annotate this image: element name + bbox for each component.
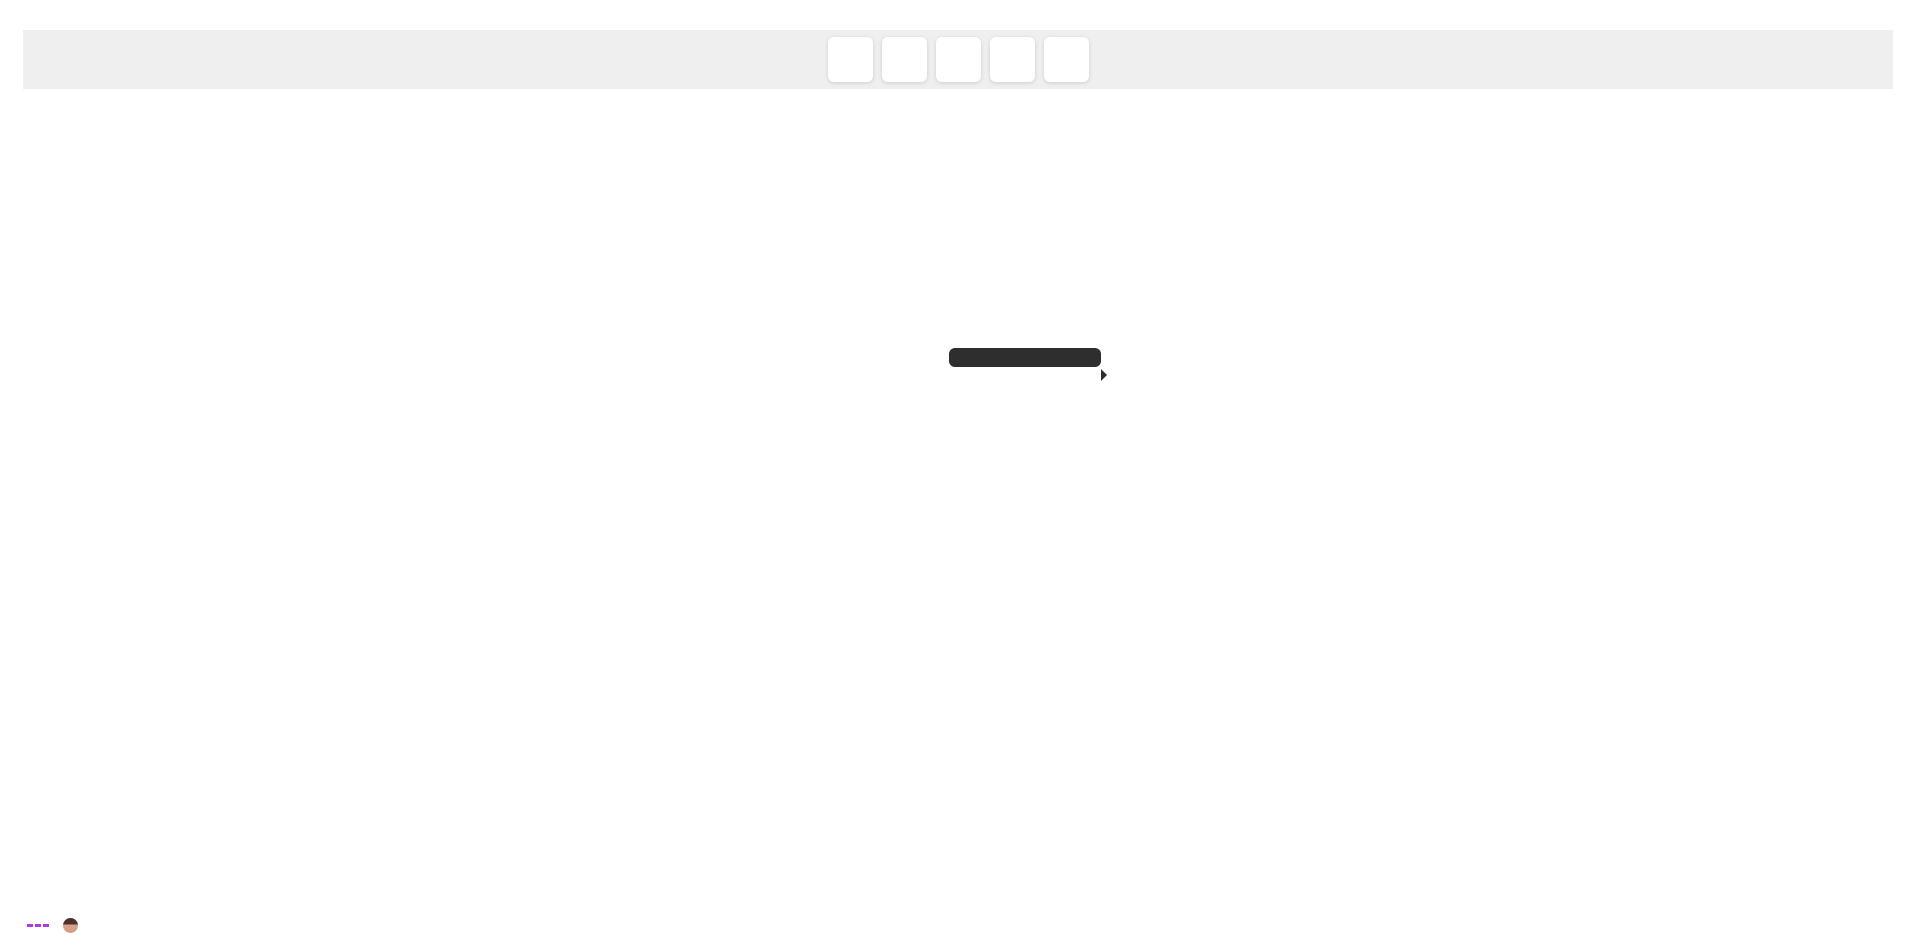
player-avatar-icon — [63, 918, 78, 933]
game-tab-bar — [23, 30, 1893, 89]
chart-legend — [27, 918, 101, 933]
tab-g3[interactable] — [935, 37, 981, 82]
legend-line-marker-icon — [27, 924, 49, 927]
tab-g5[interactable] — [1043, 37, 1089, 82]
tab-g2[interactable] — [881, 37, 927, 82]
legend-item-hina-hayata[interactable] — [27, 918, 101, 933]
chart-tooltip — [949, 348, 1107, 381]
tab-g1[interactable] — [827, 37, 873, 82]
tooltip-caret-icon — [1101, 369, 1107, 381]
tab-g4[interactable] — [989, 37, 1035, 82]
